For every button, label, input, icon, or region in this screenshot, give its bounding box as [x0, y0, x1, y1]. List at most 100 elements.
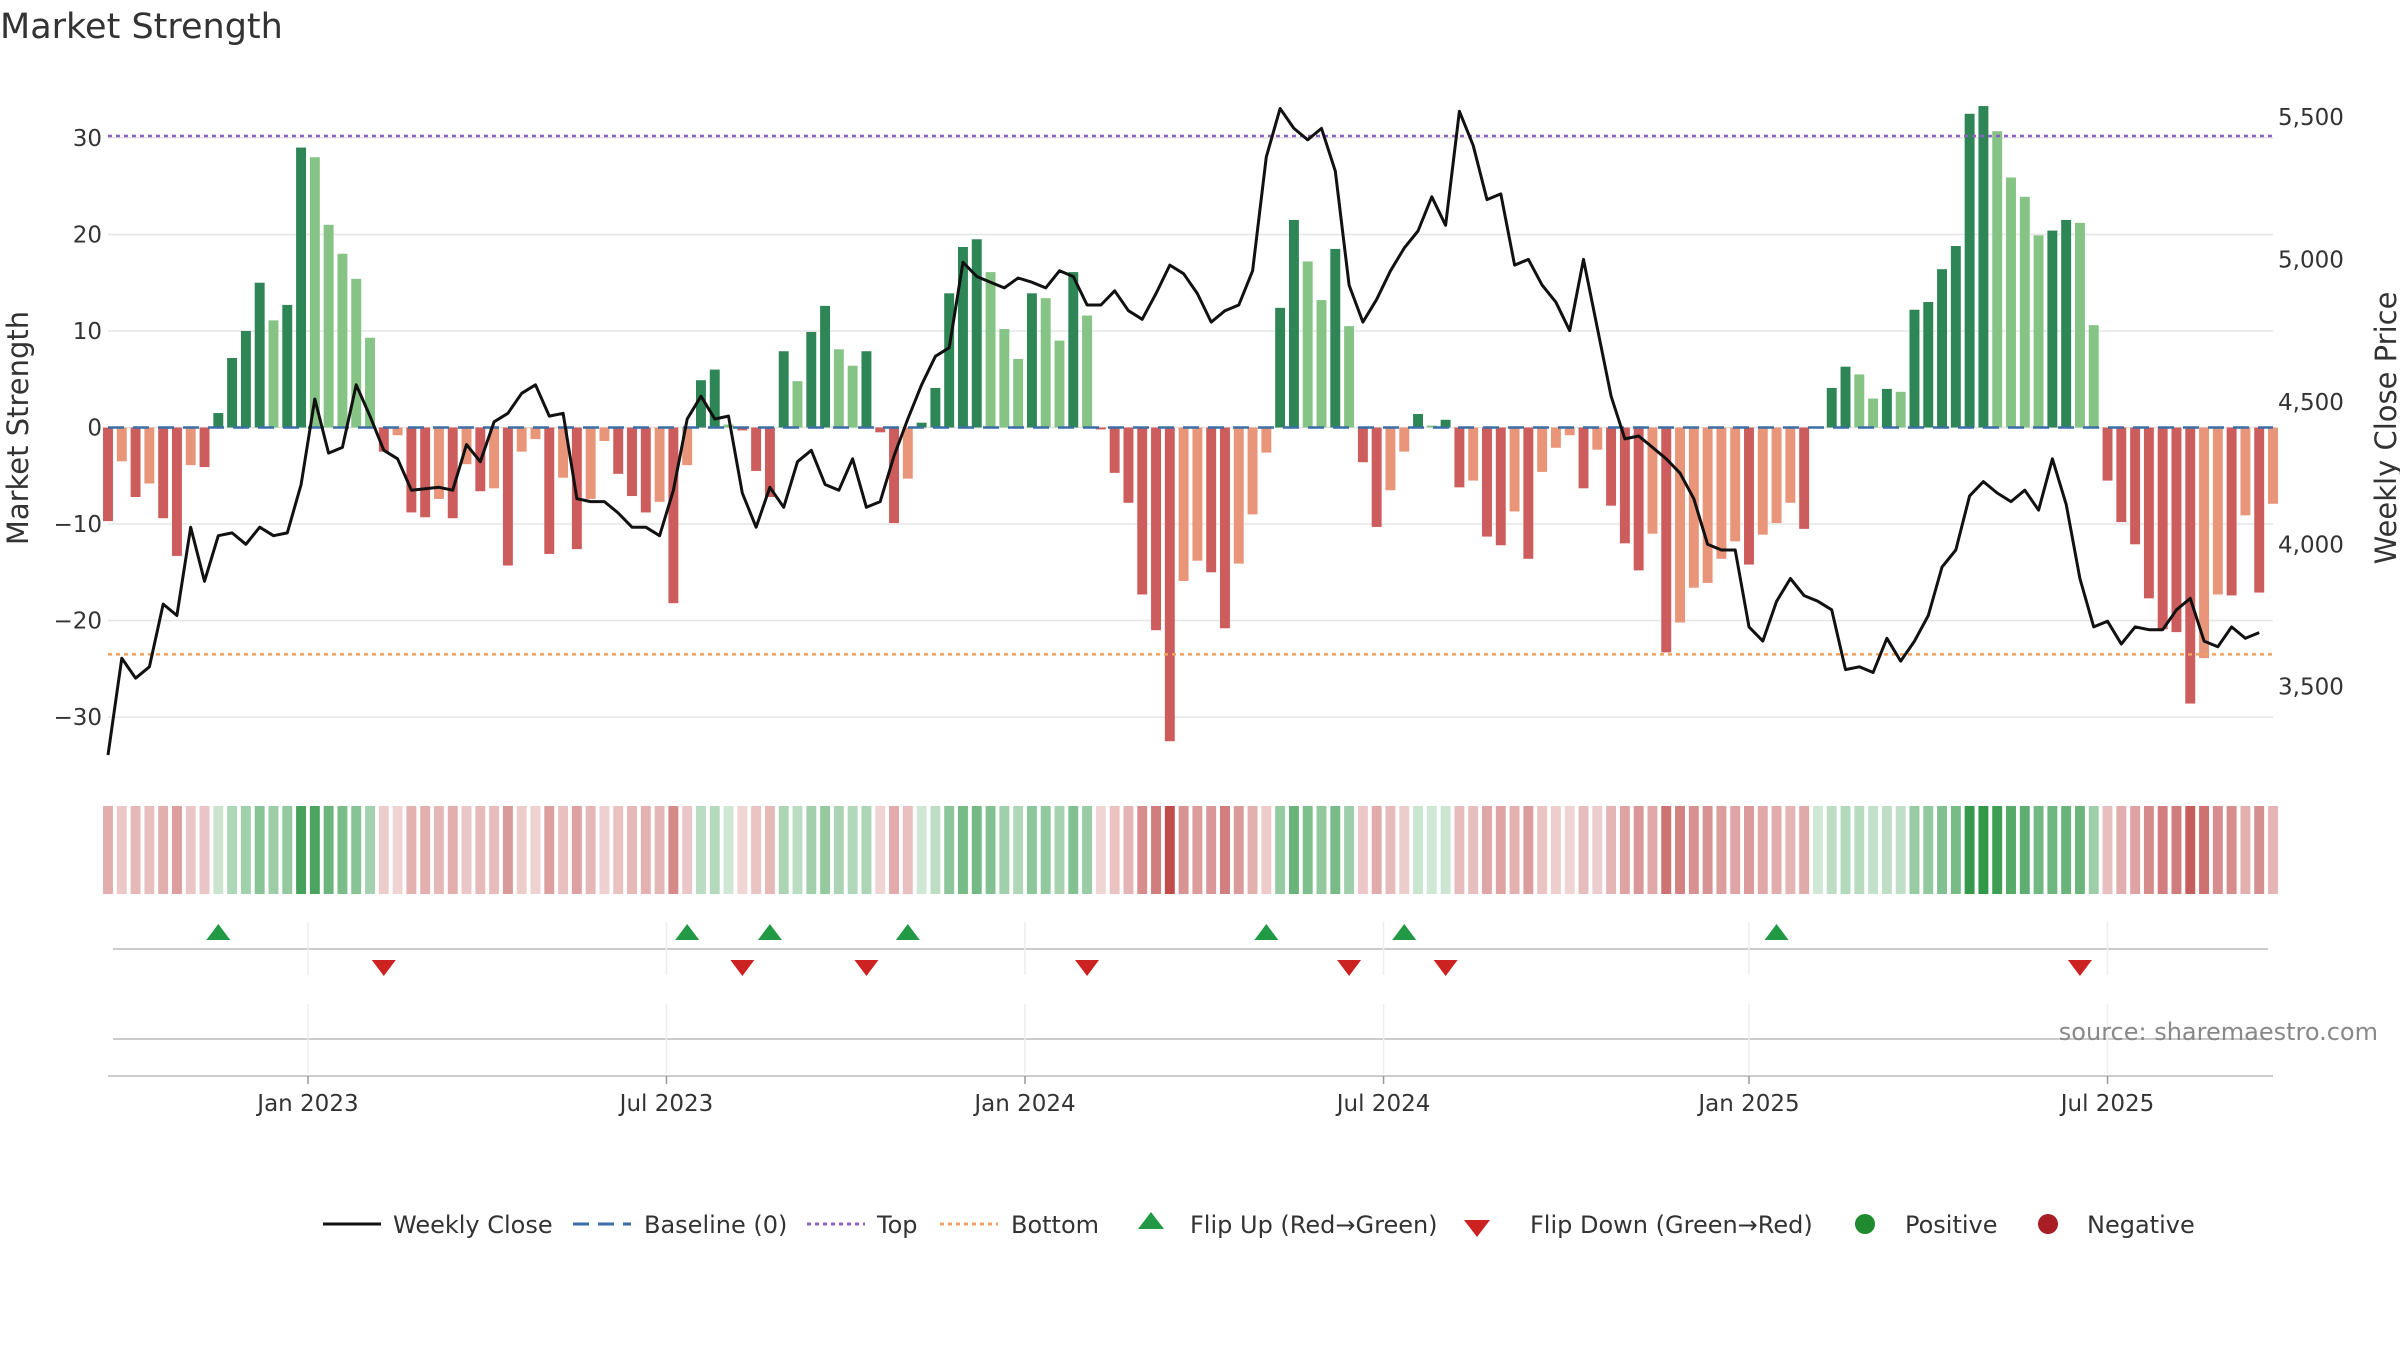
heat-cell	[1440, 806, 1451, 894]
strength-bar	[2171, 427, 2182, 633]
source-text: source: sharemaestro.com	[2059, 1018, 2378, 1046]
heat-cell	[2116, 806, 2127, 894]
strength-bar	[240, 330, 251, 428]
heat-cell	[130, 806, 141, 894]
strength-bar	[2185, 427, 2196, 704]
strength-bar	[489, 427, 500, 489]
legend-item-flip-up: Flip Up (Red→Green)	[1138, 1211, 1438, 1239]
strength-bar	[737, 427, 748, 431]
heat-cell	[1716, 806, 1727, 894]
flip-up-icon	[1138, 1212, 1164, 1229]
strength-bar	[502, 427, 513, 566]
strength-bar	[2061, 219, 2072, 428]
strength-bar	[1357, 427, 1368, 463]
strength-bar	[1164, 427, 1175, 742]
heat-cell	[1675, 806, 1686, 894]
heat-cell	[916, 806, 927, 894]
strength-bar	[654, 427, 665, 502]
strength-bar	[185, 427, 196, 466]
heat-cell	[971, 806, 982, 894]
heat-cell	[544, 806, 555, 894]
legend-item-weekly-close: Weekly Close	[323, 1211, 553, 1239]
strength-bar	[1702, 427, 1713, 583]
strength-bar	[1468, 427, 1479, 481]
strength-bar	[1523, 427, 1534, 559]
strength-bar	[392, 427, 403, 436]
legend-label-baseline: Baseline (0)	[644, 1211, 787, 1239]
left-axis: −30 −20 −10 0 10 20 30	[53, 126, 102, 731]
heat-cell	[709, 806, 720, 894]
heat-cell	[1233, 806, 1244, 894]
heat-cell	[1192, 806, 1203, 894]
heat-cell	[144, 806, 155, 894]
heat-cell	[1688, 806, 1699, 894]
heat-cell	[585, 806, 596, 894]
strength-bar	[1316, 300, 1327, 428]
strength-bar	[958, 246, 968, 428]
heat-cell	[1730, 806, 1741, 894]
x-tick-label: Jan 2024	[972, 1091, 1075, 1117]
strength-bar	[254, 282, 265, 428]
strength-bar	[420, 427, 431, 518]
heat-cell	[296, 806, 307, 894]
strength-bar	[1495, 427, 1506, 546]
heat-cell	[1026, 806, 1037, 894]
heat-cell	[1592, 806, 1603, 894]
legend-label-flip-down: Flip Down (Green→Red)	[1530, 1211, 1813, 1239]
heat-cell	[1509, 806, 1520, 894]
left-axis-label: Market Strength	[1, 311, 35, 545]
flip-up-marker	[757, 924, 782, 940]
heat-cell	[2212, 806, 2223, 894]
heat-cell	[116, 806, 127, 894]
heat-cell	[2102, 806, 2113, 894]
strength-bar	[1606, 427, 1617, 506]
strength-bar	[2047, 230, 2058, 428]
strength-bar	[1482, 427, 1492, 537]
strength-bars	[103, 106, 2278, 742]
heat-cell	[764, 806, 775, 894]
negative-dot-icon	[2038, 1214, 2058, 1234]
flip-down-marker	[1433, 960, 1458, 976]
heat-cell	[1978, 806, 1989, 894]
strength-bar	[1619, 427, 1630, 544]
heat-cell	[599, 806, 610, 894]
heat-cell	[1151, 806, 1161, 894]
heat-cell	[627, 806, 637, 894]
strength-bar	[1937, 269, 1948, 428]
strength-bar	[2254, 427, 2265, 593]
heat-cell	[847, 806, 858, 894]
heat-cell	[323, 806, 334, 894]
strength-bar	[723, 424, 734, 428]
strength-bar	[1330, 248, 1341, 428]
strength-bar	[751, 427, 762, 471]
strength-bar	[916, 422, 927, 428]
heat-cell	[792, 806, 803, 894]
strength-bar	[1744, 427, 1754, 565]
heat-cell	[1799, 806, 1810, 894]
heat-cell	[2143, 806, 2154, 894]
strength-bar	[820, 305, 831, 428]
strength-bar	[2143, 427, 2154, 599]
heat-cell	[1302, 806, 1313, 894]
heat-cell	[1247, 806, 1258, 894]
strength-bar	[1688, 427, 1699, 588]
strength-bar	[668, 427, 679, 604]
strength-bar	[337, 253, 348, 428]
heat-cell	[944, 806, 955, 894]
strength-bar	[1826, 387, 1837, 428]
heat-cell	[1619, 806, 1630, 894]
heat-cell	[1923, 806, 1934, 894]
weekly-close-line	[106, 107, 2260, 756]
heat-cell	[1482, 806, 1492, 894]
strength-bar	[1371, 427, 1382, 527]
flip-down-marker	[2067, 960, 2092, 976]
x-tick-label: Jan 2023	[255, 1091, 358, 1117]
heat-cell	[365, 806, 375, 894]
legend-label-top: Top	[876, 1211, 918, 1239]
flip-down-icon	[1464, 1220, 1490, 1237]
strength-bar	[2212, 427, 2223, 595]
left-tick-label: 10	[73, 319, 102, 345]
strength-bar	[2199, 427, 2210, 659]
strength-bar	[985, 272, 996, 428]
